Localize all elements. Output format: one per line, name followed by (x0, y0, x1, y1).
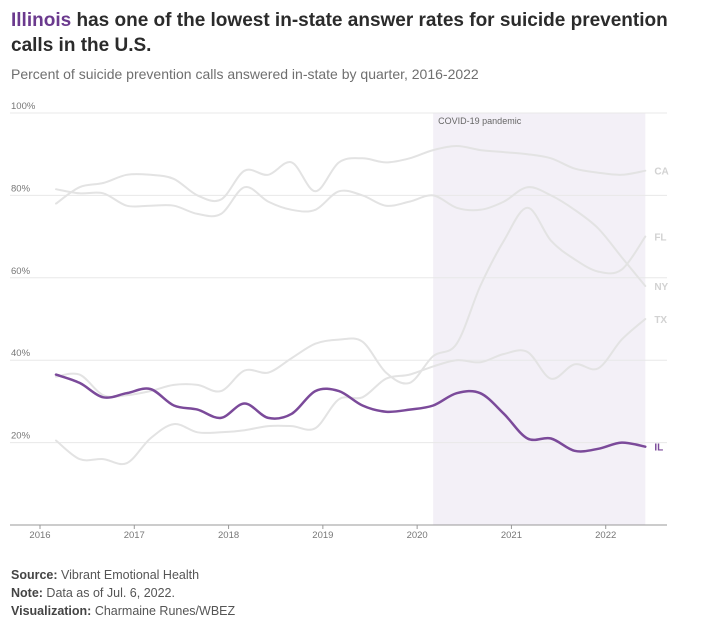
credit-label: Visualization: (11, 604, 92, 618)
series-label-fl: FL (654, 233, 666, 244)
series-label-il: IL (654, 443, 663, 454)
x-tick-label: 2021 (501, 530, 522, 541)
series-label-ca: CA (654, 167, 668, 178)
x-tick-label: 2020 (407, 530, 428, 541)
note-text: Data as of Jul. 6, 2022. (42, 586, 175, 600)
note-line: Note: Data as of Jul. 6, 2022. (11, 584, 235, 602)
chart-subtitle: Percent of suicide prevention calls answ… (11, 66, 479, 82)
series-label-ny: NY (654, 282, 668, 293)
y-tick-label: 80% (11, 183, 31, 194)
chart-footer: Source: Vibrant Emotional Health Note: D… (11, 566, 235, 620)
y-tick-label: 100% (11, 101, 36, 112)
credit-text: Charmaine Runes/WBEZ (91, 604, 236, 618)
chart-title: Illinois has one of the lowest in-state … (11, 8, 701, 58)
series-line-ny (55, 186, 647, 287)
y-tick-label: 40% (11, 348, 31, 359)
x-tick-label: 2019 (312, 530, 333, 541)
title-highlight: Illinois (11, 10, 72, 31)
y-tick-label: 60% (11, 266, 31, 277)
source-label: Source: (11, 568, 58, 582)
title-rest: has one of the lowest in-state answer ra… (11, 10, 668, 56)
line-chart: COVID-19 pandemic 20% 40% 60% 80% 100% 2016 201… (10, 101, 669, 541)
credit-line: Visualization: Charmaine Runes/WBEZ (11, 602, 235, 620)
source-line: Source: Vibrant Emotional Health (11, 566, 235, 584)
x-tick-label: 2016 (29, 530, 50, 541)
series-label-tx: TX (654, 315, 667, 326)
pandemic-label: COVID-19 pandemic (438, 116, 522, 126)
note-label: Note: (11, 586, 43, 600)
y-tick-label: 20% (11, 431, 31, 442)
source-text: Vibrant Emotional Health (57, 568, 200, 582)
x-tick-label: 2018 (218, 530, 239, 541)
series-line-il (54, 373, 647, 453)
x-tick-label: 2017 (124, 530, 145, 541)
x-tick-label: 2022 (595, 530, 616, 541)
series-line-ca (55, 145, 647, 205)
